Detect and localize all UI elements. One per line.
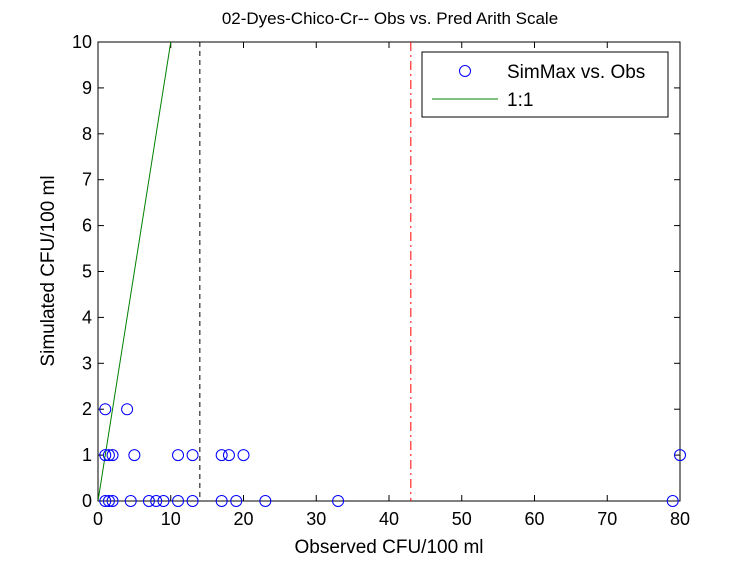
x-tick-label: 20	[233, 509, 253, 529]
chart-title: 02-Dyes-Chico-Cr-- Obs vs. Pred Arith Sc…	[222, 9, 558, 28]
scatter-point	[128, 449, 141, 462]
y-tick-label: 8	[82, 124, 92, 144]
scatter-point	[186, 495, 199, 507]
y-tick-label: 7	[82, 170, 92, 190]
x-tick-label: 10	[161, 509, 181, 529]
x-tick-label: 40	[379, 509, 399, 529]
x-axis-label: Observed CFU/100 ml	[294, 537, 483, 558]
x-tick-label: 0	[93, 509, 103, 529]
scatter-point	[186, 449, 199, 462]
scatter-point	[666, 495, 679, 507]
scatter-point	[230, 495, 243, 507]
y-tick-label: 4	[82, 307, 92, 327]
scatter-point	[124, 495, 137, 507]
plot-area: 0 10 20 30 40 50 60 70 80 0 1 2 3 4 5 6 7 8 9 10	[72, 32, 690, 529]
y-tick-label: 2	[82, 399, 92, 419]
y-tick-label: 6	[82, 216, 92, 236]
legend-label-one-to-one: 1:1	[507, 90, 533, 111]
scatter-point	[222, 449, 235, 462]
y-tick-label: 5	[82, 262, 92, 282]
y-tick-label: 9	[82, 78, 92, 98]
scatter-point	[215, 495, 228, 507]
y-tick-label: 0	[82, 491, 92, 511]
scatter-point	[259, 495, 272, 507]
scatter-point	[102, 449, 115, 462]
x-tick-label: 50	[452, 509, 472, 529]
plot-data	[98, 42, 412, 501]
scatter-point	[150, 495, 163, 507]
x-tick-label: 80	[670, 509, 690, 529]
legend-label-scatter: SimMax vs. Obs	[507, 62, 645, 83]
scatter-point	[332, 495, 345, 507]
scatter-point	[106, 495, 119, 507]
scatter-point	[172, 495, 185, 507]
legend: SimMax vs. Obs 1:1	[421, 51, 669, 118]
legend-box	[421, 51, 669, 118]
scatter-point	[99, 495, 112, 507]
scatter-point	[157, 495, 170, 507]
scatter-point	[102, 495, 115, 507]
y-tick-label: 10	[72, 32, 92, 52]
x-tick-label: 60	[524, 509, 544, 529]
scatter-point	[237, 449, 250, 462]
x-tick-label: 30	[306, 509, 326, 529]
scatter-point	[142, 495, 155, 507]
scatter-point	[674, 449, 686, 462]
series-line-one-to-one	[98, 42, 172, 501]
y-axis-label: Simulated CFU/100 ml	[38, 175, 59, 366]
scatter-point	[215, 449, 228, 462]
y-tick-label: 1	[82, 445, 92, 465]
scatter-point	[99, 403, 112, 416]
x-tick-label: 70	[597, 509, 617, 529]
y-tick-label: 3	[82, 353, 92, 373]
scatter-point	[121, 403, 134, 416]
scatter-point	[106, 449, 119, 462]
scatter-point	[172, 449, 185, 462]
legend-marker-scatter	[459, 65, 471, 77]
scatter-point	[99, 449, 112, 462]
